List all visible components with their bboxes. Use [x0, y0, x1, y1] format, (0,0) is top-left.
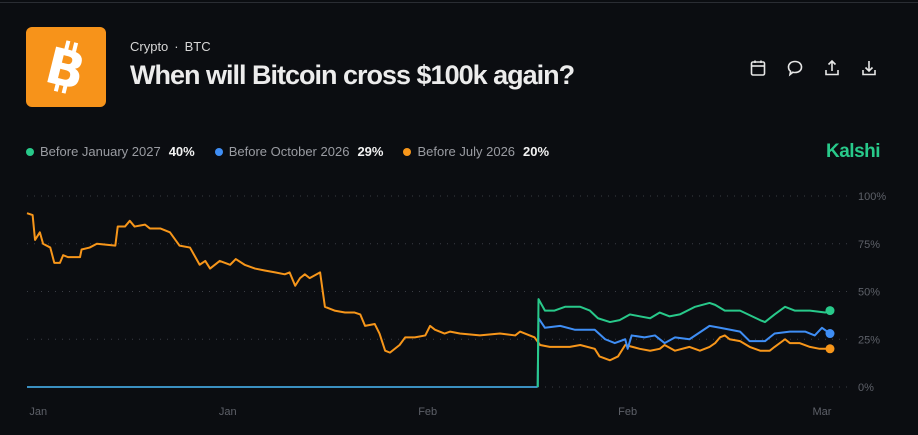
legend-label: Before October 2026	[228, 144, 350, 159]
series-end-dot-before-january-2027	[825, 306, 835, 316]
legend-value: 20%	[523, 144, 550, 159]
x-tick-label: Jan	[29, 406, 47, 418]
category-link[interactable]: Crypto	[130, 39, 169, 54]
series-end-dot-before-july-2026	[825, 344, 835, 354]
x-tick-label: Feb	[618, 406, 637, 418]
x-tick-label: Mar	[812, 406, 831, 418]
download-icon[interactable]	[859, 58, 879, 78]
legend-dot	[214, 147, 223, 156]
page-title: When will Bitcoin cross $100k again?	[130, 60, 575, 90]
y-tick-label: 100%	[858, 191, 886, 203]
x-tick-label: Jan	[219, 406, 237, 418]
legend-item-july-2026[interactable]: Before July 2026 20%	[403, 144, 549, 159]
y-tick-label: 50%	[858, 287, 880, 299]
kalshi-brand: Kalshi	[826, 141, 881, 162]
legend-label: Before July 2026	[417, 144, 516, 159]
legend-item-january-2027[interactable]: Before January 2027 40%	[26, 144, 195, 159]
series-line-before-october-2026	[536, 317, 831, 388]
breadcrumb-separator: ·	[174, 39, 179, 54]
bitcoin-logo: B	[26, 27, 106, 107]
comment-icon[interactable]	[785, 58, 805, 78]
legend-dot	[26, 147, 34, 156]
share-icon[interactable]	[822, 58, 842, 78]
legend-label: Before January 2027	[40, 144, 161, 159]
legend-value: 40%	[168, 144, 195, 159]
y-tick-label: 75%	[858, 239, 880, 251]
calendar-icon[interactable]	[748, 58, 768, 78]
y-tick-label: 0%	[858, 382, 874, 394]
series-line-before-july-2026	[26, 212, 830, 362]
series-end-dot-before-october-2026	[825, 329, 835, 339]
chart-legend: Before January 2027 40% Before October 20…	[26, 144, 549, 159]
top-divider	[0, 2, 918, 3]
breadcrumb: Crypto · BTC	[130, 39, 211, 54]
legend-value: 29%	[357, 144, 384, 159]
x-tick-label: Feb	[418, 406, 437, 418]
legend-dot	[403, 147, 412, 156]
series-line-before-january-2027	[536, 298, 831, 388]
legend-item-october-2026[interactable]: Before October 2026 29%	[214, 144, 384, 159]
y-tick-label: 25%	[858, 334, 880, 346]
bitcoin-icon: B	[43, 39, 89, 95]
action-bar	[748, 58, 879, 78]
ticker-link[interactable]: BTC	[184, 39, 211, 54]
